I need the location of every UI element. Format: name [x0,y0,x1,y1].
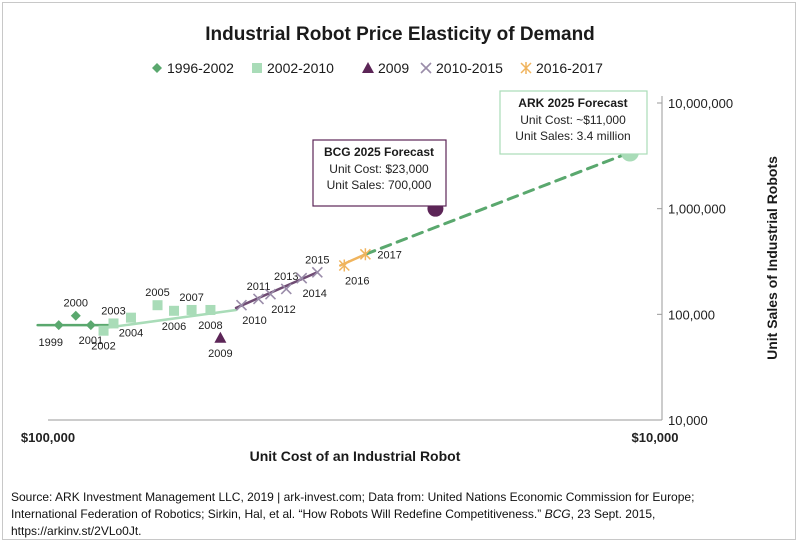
point-label: 2005 [145,287,169,299]
data-point [235,299,248,311]
source-line-2: International Federation of Robotics; Si… [11,506,791,523]
data-point [264,288,277,300]
data-point [70,310,81,321]
data-point [252,293,265,305]
data-point [98,325,109,336]
legend-label: 2009 [378,60,409,76]
data-point [85,320,96,331]
annotation-line: Unit Sales: 700,000 [327,178,432,192]
source-line-3: https://arkinv.st/2VLo0Jt. [11,524,142,538]
point-label: 2013 [274,271,298,283]
legend-marker [362,62,374,73]
point-label: 2006 [162,321,186,333]
data-point [296,272,308,284]
trend-line [234,271,319,310]
data-point [359,248,371,261]
data-point [338,259,350,272]
annotation-title: BCG 2025 Forecast [324,145,434,159]
source-line-1: Source: ARK Investment Management LLC, 2… [11,490,695,504]
point-label: 2002 [91,341,115,353]
annotation-title: ARK 2025 Forecast [518,96,627,110]
point-label: 2000 [64,298,88,310]
point-label: 2015 [305,254,329,266]
legend-label: 2010-2015 [436,60,503,76]
x-axis-label: Unit Cost of an Industrial Robot [250,448,461,464]
trend-line [363,151,632,256]
data-point [214,331,227,343]
point-label: 2001 [79,335,103,347]
data-point [205,304,216,315]
legend-label: 1996-2002 [167,60,234,76]
annotation-line: Unit Cost: $23,000 [329,162,429,176]
annotation-line: Unit Cost: ~$11,000 [520,113,626,127]
legend-marker [152,63,162,73]
data-point [169,305,180,316]
y-tick-label: 1,000,000 [668,202,726,217]
data-point [311,266,323,278]
x-tick-label: $10,000 [632,430,679,445]
point-label: 2016 [345,275,369,287]
data-point [125,312,136,323]
data-point [108,318,119,329]
point-label: 2003 [101,305,125,317]
point-label: 2010 [242,315,266,327]
legend-marker [252,63,262,73]
point-label: 2017 [377,249,401,261]
source-line-2a: International Federation of Robotics; Si… [11,507,545,521]
point-label: 1999 [39,337,63,349]
point-label: 2009 [208,348,232,360]
chart-title: Industrial Robot Price Elasticity of Dem… [205,24,595,45]
data-point [280,283,292,295]
point-label: 2012 [271,304,295,316]
data-point [152,300,163,311]
point-label: 2004 [119,328,143,340]
x-tick-label: $100,000 [21,430,75,445]
source-note: Source: ARK Investment Management LLC, 2… [11,489,791,540]
source-line-2c: , 23 Sept. 2015, [570,507,656,521]
data-point [53,320,64,331]
legend-label: 2002-2010 [267,60,334,76]
y-tick-label: 100,000 [668,307,715,322]
legend-marker [420,62,432,74]
source-line-2b: BCG [544,507,571,521]
point-label: 2008 [198,320,222,332]
point-label: 2011 [247,281,271,293]
data-point [186,304,197,315]
y-tick-label: 10,000 [668,413,708,428]
annotation-box [499,90,648,155]
y-tick-label: 10,000,000 [668,96,733,111]
point-label: 2007 [179,292,203,304]
legend-label: 2016-2017 [536,60,603,76]
point-label: 2014 [302,288,326,300]
annotation-line: Unit Sales: 3.4 million [515,129,630,143]
y-axis-label: Unit Sales of Industrial Robots [764,156,780,360]
legend-marker [520,62,532,74]
annotation-box [312,139,447,207]
